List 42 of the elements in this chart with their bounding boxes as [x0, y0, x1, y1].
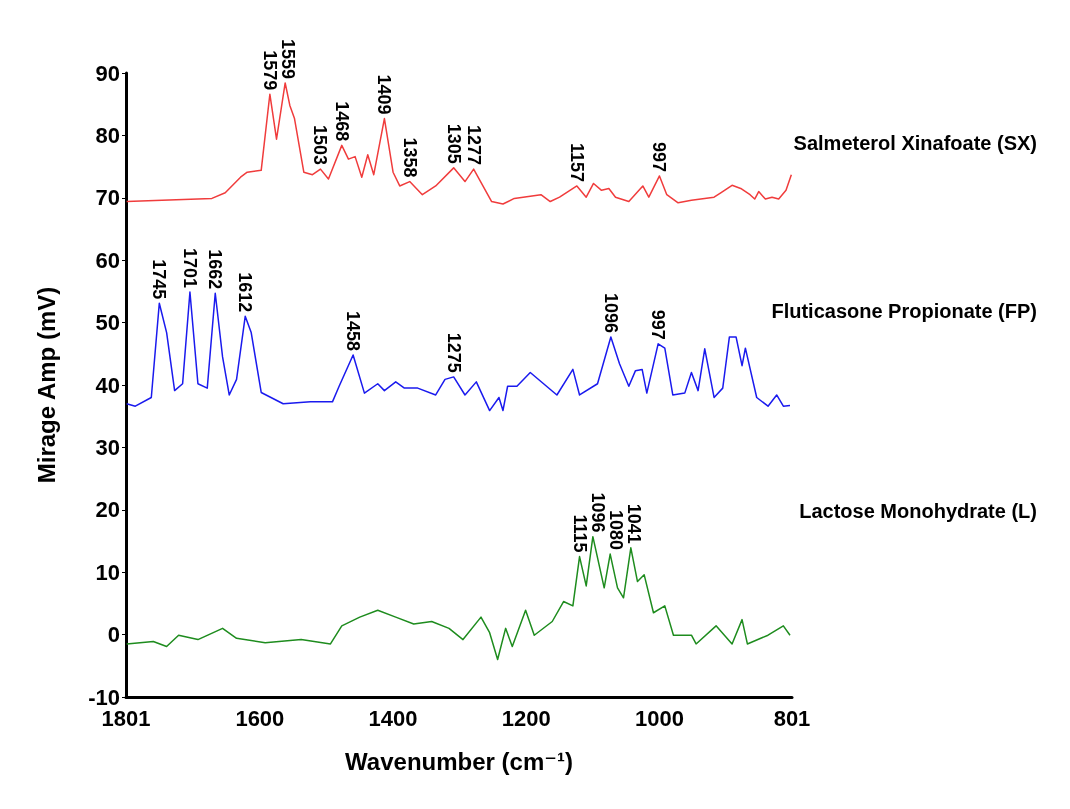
y-tick-label: 40	[95, 372, 120, 398]
y-axis-title: Mirage Amp (mV)	[32, 286, 60, 484]
y-tick-label: 80	[95, 122, 120, 148]
annotation: 1305	[443, 123, 464, 164]
x-tick-label: 1000	[634, 705, 684, 731]
y-tick-label: 20	[95, 497, 120, 523]
x-tick-label: 1600	[235, 705, 285, 731]
annotation: 1041	[623, 503, 644, 544]
annotation: 1080	[605, 510, 626, 551]
annotation: 1157	[566, 142, 587, 182]
annotation: 1662	[205, 249, 226, 290]
y-tick-label: 50	[95, 310, 120, 336]
annotation: 997	[649, 141, 670, 172]
annotation: 1579	[259, 50, 280, 91]
y-tick-label: 60	[95, 247, 120, 273]
annotation: 1409	[374, 74, 395, 115]
y-tick-label: 0	[107, 622, 120, 648]
series-label: Salmeterol Xinafoate (SX)	[793, 132, 1038, 155]
x-tick-label: 1200	[501, 705, 551, 731]
annotation: 1096	[587, 492, 608, 533]
annotation: 1115	[569, 514, 590, 553]
annotation: 1503	[310, 125, 331, 166]
y-tick-label: 10	[95, 559, 120, 585]
annotation: 1612	[235, 272, 256, 313]
annotation: 1358	[399, 137, 420, 178]
y-tick-label: 90	[95, 60, 120, 86]
annotation: 1468	[331, 101, 352, 142]
y-tick-label: 30	[95, 434, 120, 460]
x-tick-label: 1400	[368, 705, 418, 731]
annotation: 1701	[179, 247, 200, 289]
annotation: 1559	[277, 38, 298, 79]
x-axis-title: Wavenumber (cm⁻¹)	[345, 747, 573, 775]
y-tick-label: 70	[95, 185, 120, 211]
text: Lactose Monohydrate (L)	[799, 499, 1037, 522]
annotation: 1275	[443, 332, 464, 373]
annotation: 1096	[600, 292, 621, 333]
annotation: 1277	[463, 125, 484, 166]
annotation: 1458	[343, 311, 364, 352]
annotation: 1745	[149, 259, 170, 300]
annotation: 997	[648, 309, 669, 340]
x-tick-label: 801	[773, 705, 811, 731]
series-label: Fluticasone Propionate (FP)	[771, 299, 1037, 322]
